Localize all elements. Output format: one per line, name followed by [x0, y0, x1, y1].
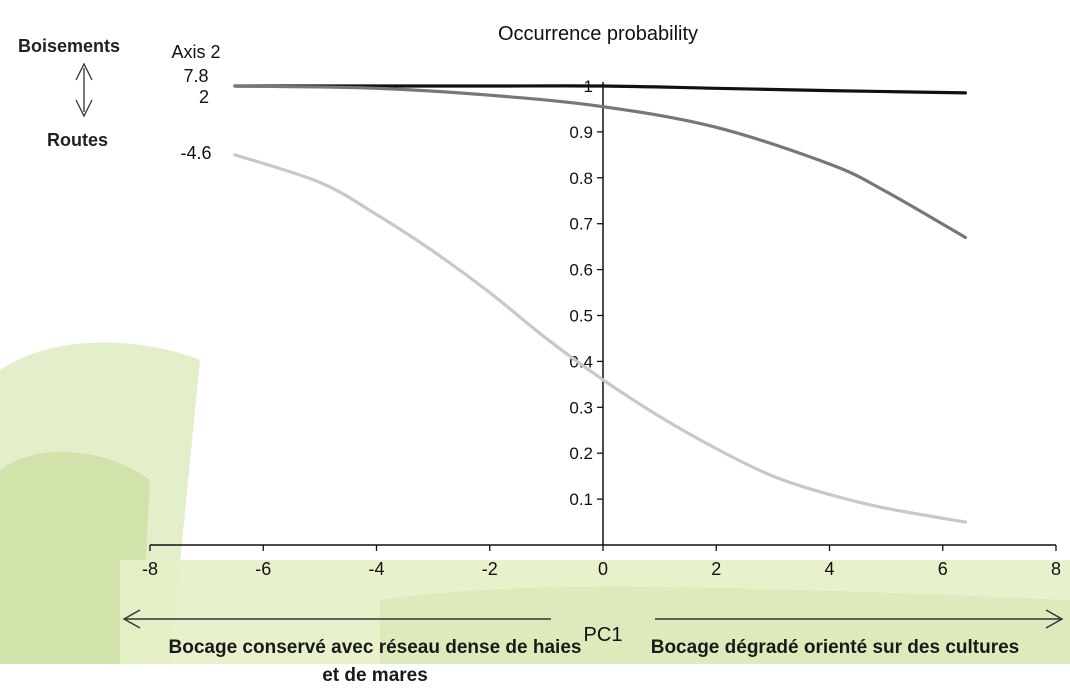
y-tick-label: 0.1 — [569, 490, 593, 509]
background-foliage — [0, 342, 1070, 664]
y-tick-label: 0.9 — [569, 123, 593, 142]
chart-title: Occurrence probability — [498, 23, 698, 45]
y-tick-label: 0.4 — [569, 352, 593, 371]
x-axis-label: PC1 — [584, 624, 623, 646]
y-tick-label: 0.7 — [569, 215, 593, 234]
axis2-bottom-label: Routes — [47, 130, 109, 150]
chart-area: Occurrence probability Axis 2 -8 -6 -4 -2 0 2… — [75, 23, 1064, 646]
x-direction-arrow — [122, 609, 1064, 629]
series-line — [233, 84, 967, 95]
x-tick-label: 2 — [711, 559, 721, 579]
series-line — [233, 153, 967, 524]
axis2-top-label: Boisements — [18, 36, 121, 56]
axis2-direction-arrow — [75, 62, 93, 118]
x-tick-label: -2 — [482, 559, 498, 579]
series-label: -4.6 — [180, 143, 211, 163]
right-description: Bocage dégradé orienté sur des cultures — [650, 637, 1020, 658]
plot-layer: -8 -6 -4 -2 0 2 4 6 8 0.1 0.2 0.3 0.4 0.5 0.6 0.7 0.8 0.9… — [142, 66, 1061, 579]
y-tick-label: 0.5 — [569, 307, 593, 326]
x-tick-label: 6 — [938, 559, 948, 579]
y-tick-label: 0.3 — [569, 398, 593, 417]
axis2-title: Axis 2 — [171, 42, 220, 62]
x-tick-label: 8 — [1051, 559, 1061, 579]
left-description: Bocage conservé avec réseau dense de hai… — [168, 637, 582, 686]
x-tick-label: 0 — [598, 559, 608, 579]
series-line — [233, 84, 967, 240]
x-tick-label: -6 — [255, 559, 271, 579]
y-tick-label: 0.8 — [569, 169, 593, 188]
series-label: 7.8 — [183, 66, 208, 86]
x-tick-label: -8 — [142, 559, 158, 579]
y-tick-label: 0.2 — [569, 444, 593, 463]
y-tick-label: 0.6 — [569, 261, 593, 280]
series-label: 2 — [199, 87, 209, 107]
x-tick-label: -4 — [368, 559, 384, 579]
x-tick-label: 4 — [824, 559, 834, 579]
